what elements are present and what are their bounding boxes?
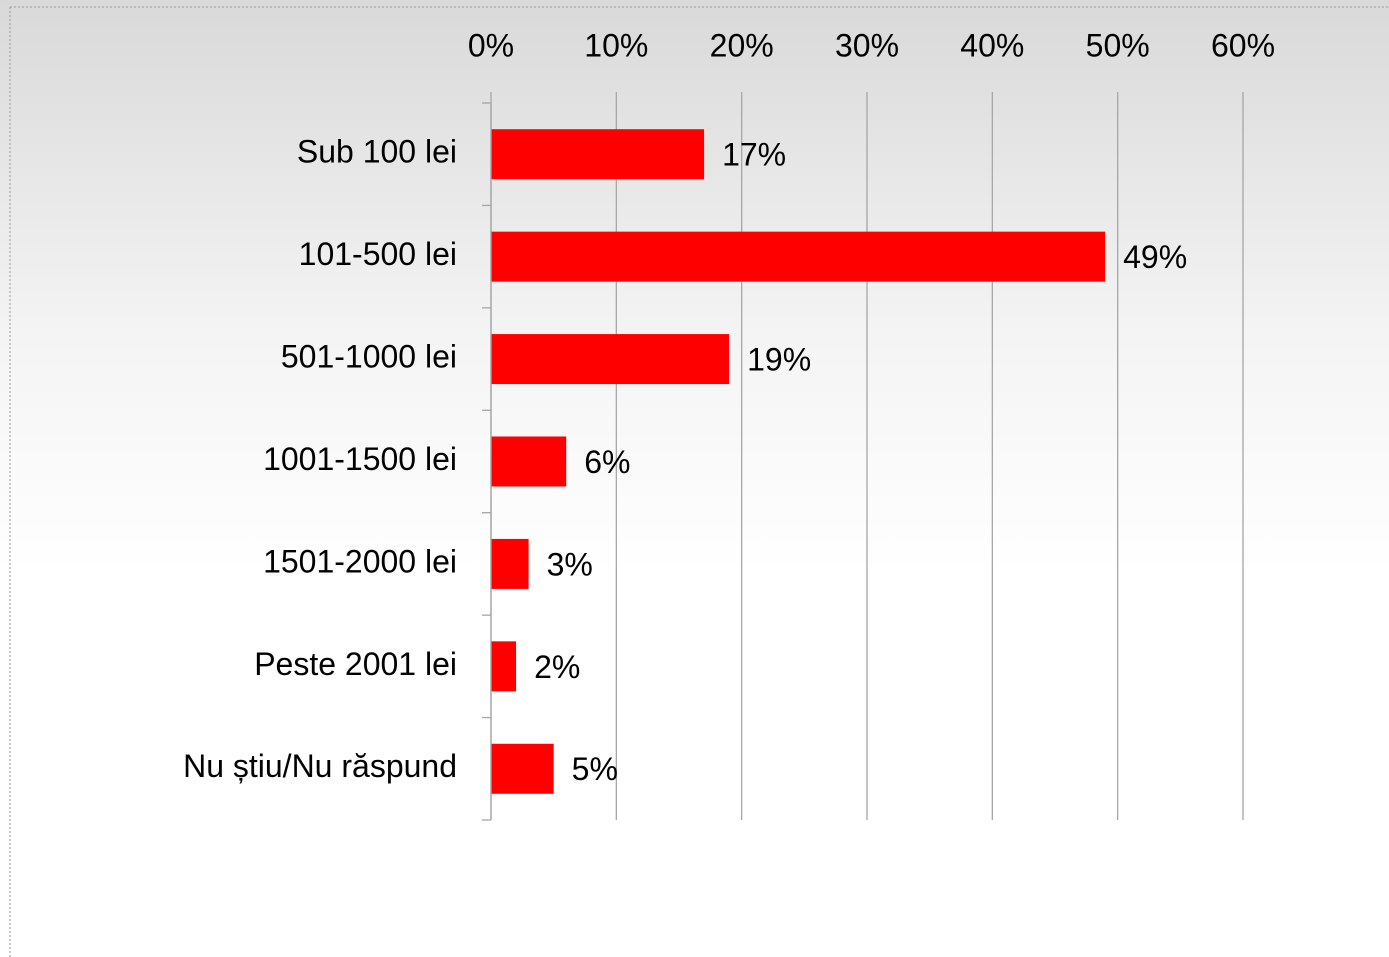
y-tick-label: Nu știu/Nu răspund [183,748,457,784]
bar [491,334,730,385]
x-tick-label: 20% [710,27,774,63]
x-tick-label: 40% [960,27,1024,63]
bar [491,231,1106,282]
y-tick-label: 1001-1500 lei [263,441,457,477]
bar [491,436,567,487]
data-label: 17% [722,137,786,173]
data-label: 3% [547,546,593,582]
x-tick-label: 50% [1086,27,1150,63]
x-tick-label: 60% [1211,27,1275,63]
data-label: 5% [572,751,618,787]
y-tick-label: 101-500 lei [299,236,457,272]
x-tick-label: 30% [835,27,899,63]
data-label: 19% [747,342,811,378]
bar [491,641,517,692]
data-label: 6% [584,444,630,480]
x-tick-label: 10% [584,27,648,63]
bar [491,743,554,794]
y-tick-label: Peste 2001 lei [254,646,457,682]
x-tick-label: 0% [468,27,514,63]
bar [491,129,705,180]
data-label: 49% [1123,239,1187,275]
y-tick-label: 501-1000 lei [281,339,457,375]
bar [491,538,529,589]
data-label: 2% [534,649,580,685]
y-tick-label: Sub 100 lei [297,134,457,170]
y-tick-label: 1501-2000 lei [263,543,457,579]
